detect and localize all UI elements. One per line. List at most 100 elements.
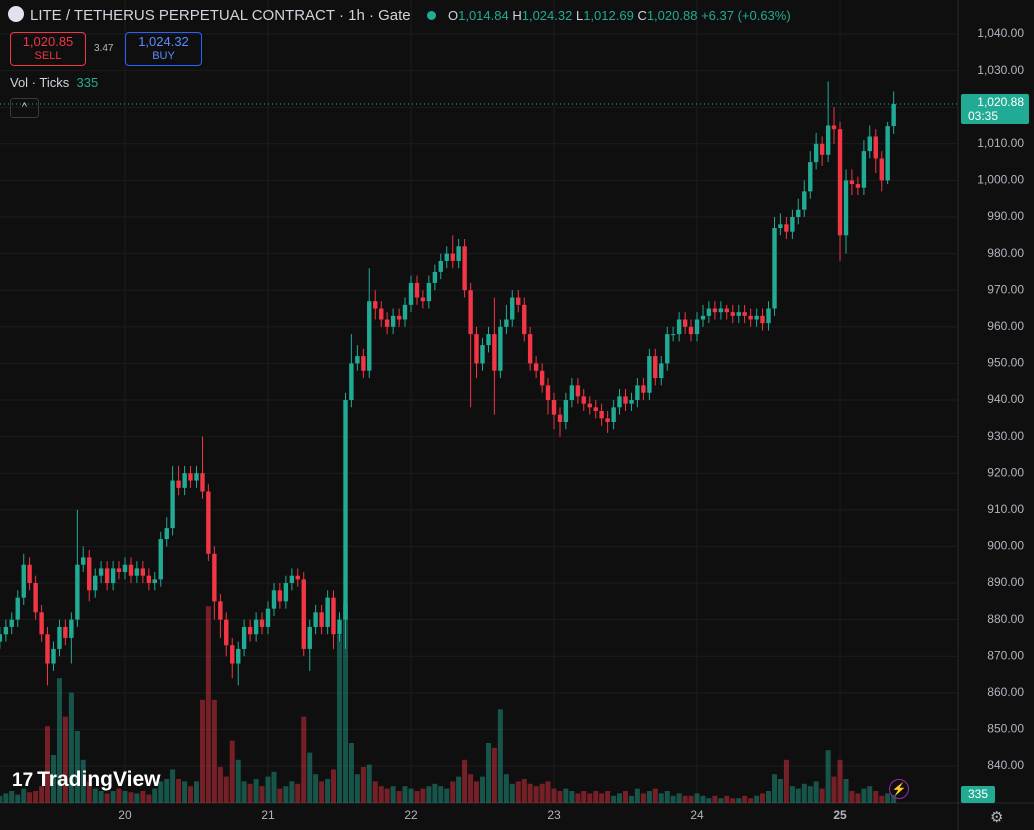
volume-bar bbox=[730, 798, 736, 803]
candle-body bbox=[492, 334, 497, 371]
c-val: 1,020.88 bbox=[646, 8, 698, 23]
volume-bar bbox=[193, 781, 199, 803]
volume-bar bbox=[593, 791, 599, 803]
candle-body bbox=[176, 480, 181, 488]
candle-body bbox=[849, 180, 855, 185]
candle-body bbox=[438, 260, 443, 272]
volume-bar bbox=[295, 783, 301, 803]
candle-body bbox=[361, 356, 366, 371]
candle-body bbox=[51, 648, 56, 664]
volume-bar bbox=[271, 771, 277, 803]
candle-body bbox=[289, 575, 295, 584]
candle-body bbox=[57, 626, 62, 649]
y-tick-label: 1,030.00 bbox=[977, 63, 1024, 77]
volume-bar bbox=[253, 779, 259, 803]
volume-bar bbox=[343, 603, 349, 803]
candle-body bbox=[3, 626, 9, 635]
volume-bar bbox=[533, 786, 539, 803]
x-tick-label: 23 bbox=[547, 808, 561, 822]
candle-body bbox=[730, 312, 735, 316]
candle-body bbox=[623, 396, 628, 404]
candle-body bbox=[349, 363, 354, 401]
y-tick-label: 860.00 bbox=[987, 685, 1024, 699]
lightning-button[interactable]: ⚡ bbox=[889, 779, 909, 799]
volume-bar bbox=[861, 788, 867, 803]
volume-bar bbox=[450, 781, 456, 803]
volume-bar bbox=[62, 716, 68, 803]
candle-body bbox=[831, 125, 837, 130]
candle-body bbox=[742, 312, 747, 316]
y-tick-label: 950.00 bbox=[987, 356, 1024, 370]
buy-label: BUY bbox=[152, 50, 175, 62]
volume-bar bbox=[378, 786, 384, 803]
buy-button[interactable]: 1,024.32 BUY bbox=[125, 32, 202, 66]
volume-bar bbox=[438, 786, 444, 803]
volume-bar bbox=[748, 798, 754, 803]
candle-body bbox=[825, 125, 831, 155]
volume-bar bbox=[366, 764, 372, 803]
volume-bar bbox=[760, 793, 766, 803]
y-tick-label: 840.00 bbox=[987, 758, 1024, 772]
volume-bar bbox=[396, 791, 402, 803]
volume-bar bbox=[563, 788, 569, 803]
candle-body bbox=[81, 557, 86, 565]
chart-title[interactable]: LITE / TETHERUS PERPETUAL CONTRACT · 1h … bbox=[30, 7, 411, 24]
candle-body bbox=[486, 334, 491, 346]
settings-button[interactable]: ⚙ bbox=[990, 809, 1004, 826]
candle-body bbox=[170, 480, 175, 529]
volume-bar bbox=[247, 783, 253, 803]
y-tick-label: 930.00 bbox=[987, 429, 1024, 443]
volume-bar bbox=[480, 776, 486, 803]
candle-body bbox=[843, 180, 849, 236]
volume-bar bbox=[867, 786, 873, 803]
candle-body bbox=[301, 579, 306, 649]
last-price-tag bbox=[961, 93, 1029, 124]
volume-bar bbox=[426, 786, 432, 803]
candle-body bbox=[456, 246, 461, 261]
sell-button[interactable]: 1,020.85 SELL bbox=[10, 32, 86, 66]
candle-body bbox=[230, 645, 235, 664]
candle-body bbox=[444, 253, 449, 261]
sell-price: 1,020.85 bbox=[22, 34, 74, 49]
candle-body bbox=[128, 564, 134, 576]
volume-bar bbox=[152, 788, 158, 803]
candle-body bbox=[694, 319, 700, 335]
candle-body bbox=[653, 356, 658, 379]
collapse-button[interactable]: ^ bbox=[10, 98, 39, 118]
logo-mark: 17 bbox=[12, 770, 34, 791]
candle-body bbox=[665, 334, 670, 364]
volume-bar bbox=[795, 788, 801, 803]
spread: 3.47 bbox=[94, 43, 114, 54]
volume-bar bbox=[521, 779, 527, 803]
volume-bar bbox=[551, 788, 557, 803]
volume-bar bbox=[539, 783, 545, 803]
candle-body bbox=[551, 400, 557, 415]
volume-bar bbox=[134, 793, 140, 803]
candle-body bbox=[581, 396, 586, 404]
volume-bar bbox=[336, 635, 342, 803]
volume-bar bbox=[301, 716, 307, 803]
candle-body bbox=[855, 184, 861, 188]
volume-bar bbox=[646, 791, 652, 803]
candle-body bbox=[247, 626, 253, 635]
volume-bar bbox=[360, 767, 366, 803]
candle-body bbox=[426, 282, 432, 302]
x-tick-label: 20 bbox=[118, 808, 132, 822]
candle-body bbox=[539, 370, 545, 386]
volume-bar bbox=[807, 786, 813, 803]
candle-body bbox=[462, 246, 467, 291]
volume-bar bbox=[205, 606, 211, 803]
volume-bar bbox=[384, 788, 390, 803]
candle-body bbox=[277, 590, 283, 602]
candle-body bbox=[533, 363, 539, 371]
candle-body bbox=[432, 271, 438, 283]
buy-price: 1,024.32 bbox=[138, 34, 189, 49]
x-tick-label: 24 bbox=[690, 808, 704, 822]
candle-body bbox=[15, 597, 20, 620]
candle-body bbox=[295, 575, 300, 580]
candle-body bbox=[808, 162, 813, 192]
volume-bar bbox=[116, 788, 122, 803]
volume-bar bbox=[211, 699, 217, 803]
